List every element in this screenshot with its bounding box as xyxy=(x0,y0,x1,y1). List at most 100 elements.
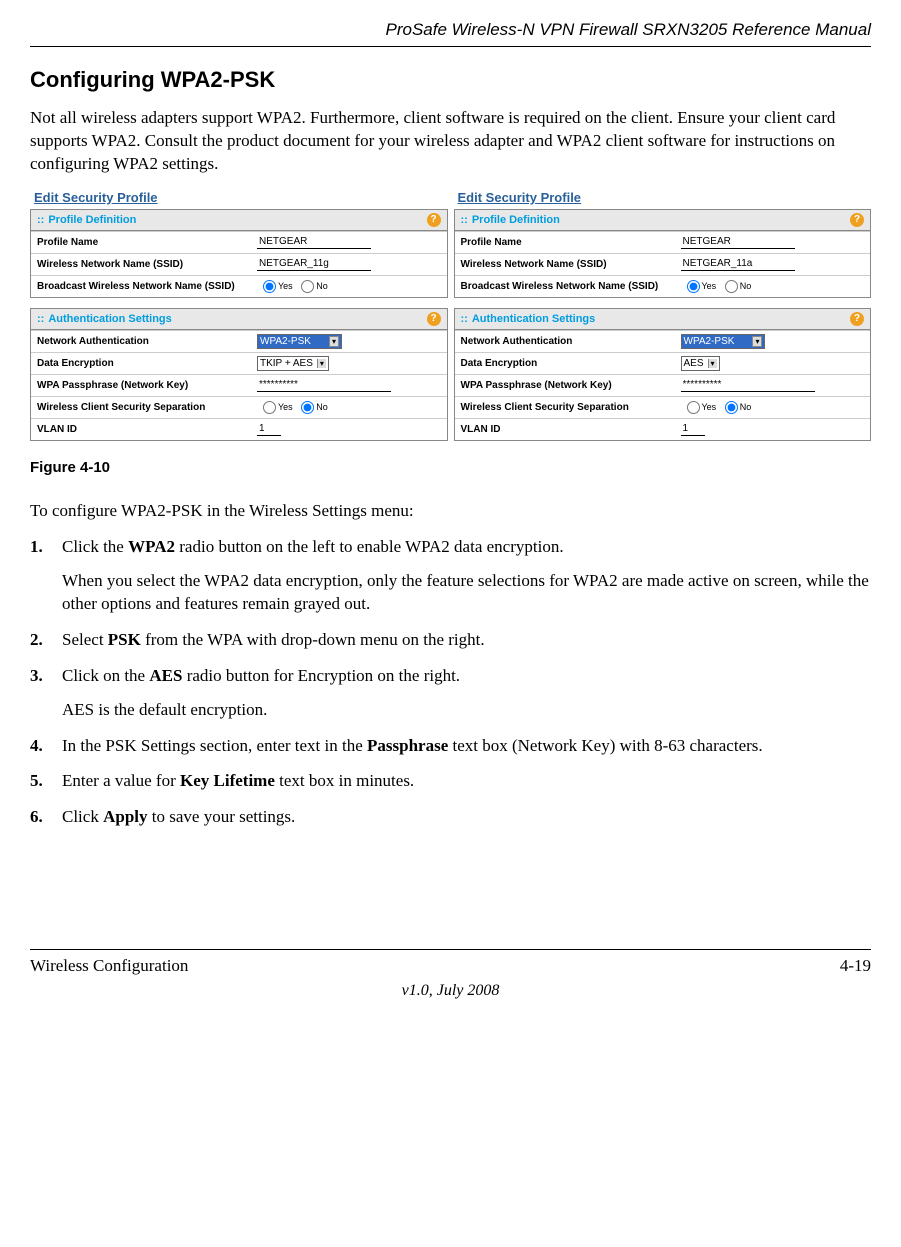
chevron-down-icon: ▾ xyxy=(752,336,762,347)
steps-list: Click the WPA2 radio button on the left … xyxy=(30,535,871,829)
step-text: Click xyxy=(62,807,103,826)
step-bold: PSK xyxy=(108,630,141,649)
client-separation-label: Wireless Client Security Separation xyxy=(31,397,253,418)
panel-title-right: Edit Security Profile xyxy=(454,188,872,209)
yes-label: Yes xyxy=(278,281,293,291)
client-separation-label: Wireless Client Security Separation xyxy=(455,397,677,418)
broadcast-ssid-label: Broadcast Wireless Network Name (SSID) xyxy=(455,276,677,297)
step-bold: WPA2 xyxy=(128,537,175,556)
step-text: to save your settings. xyxy=(148,807,296,826)
step-text: radio button for Encryption on the right… xyxy=(182,666,460,685)
step-bold: AES xyxy=(149,666,182,685)
broadcast-yes-radio[interactable] xyxy=(687,280,700,293)
help-icon[interactable]: ? xyxy=(850,213,864,227)
doc-title: ProSafe Wireless-N VPN Firewall SRXN3205… xyxy=(30,20,871,40)
ssid-label: Wireless Network Name (SSID) xyxy=(31,254,253,275)
page-footer: Wireless Configuration 4-19 v1.0, July 2… xyxy=(30,949,871,1000)
figure-caption: Figure 4-10 xyxy=(30,459,871,476)
network-auth-label: Network Authentication xyxy=(31,331,253,352)
step-text: In the PSK Settings section, enter text … xyxy=(62,736,367,755)
step-1: Click the WPA2 radio button on the left … xyxy=(30,535,871,616)
separation-yes-radio[interactable] xyxy=(263,401,276,414)
panel-title-left: Edit Security Profile xyxy=(30,188,448,209)
vlan-id-input[interactable] xyxy=(681,422,705,436)
profile-name-label: Profile Name xyxy=(31,232,253,253)
passphrase-label: WPA Passphrase (Network Key) xyxy=(31,375,253,396)
auth-settings-header-left: ::Authentication Settings ? xyxy=(31,309,447,330)
passphrase-input[interactable] xyxy=(681,378,815,392)
separation-no-radio[interactable] xyxy=(301,401,314,414)
step-text: Click on the xyxy=(62,666,149,685)
data-encryption-select[interactable]: AES ▾ xyxy=(681,356,720,371)
vlan-id-input[interactable] xyxy=(257,422,281,436)
profile-definition-label: Profile Definition xyxy=(48,214,136,226)
ssid-input[interactable] xyxy=(681,257,795,271)
data-encryption-value: TKIP + AES xyxy=(260,358,313,369)
profile-definition-header-left: ::Profile Definition ? xyxy=(31,210,447,231)
edit-security-profile-right: Edit Security Profile ::Profile Definiti… xyxy=(454,188,872,451)
step-1-sub: When you select the WPA2 data encryption… xyxy=(62,569,871,617)
passphrase-input[interactable] xyxy=(257,378,391,392)
data-encryption-value: AES xyxy=(684,358,704,369)
broadcast-ssid-label: Broadcast Wireless Network Name (SSID) xyxy=(31,276,253,297)
yes-label: Yes xyxy=(278,402,293,412)
dots-icon: :: xyxy=(37,214,44,226)
footer-version: v1.0, July 2008 xyxy=(30,982,871,1000)
step-4: In the PSK Settings section, enter text … xyxy=(30,734,871,758)
separation-no-radio[interactable] xyxy=(725,401,738,414)
data-encryption-label: Data Encryption xyxy=(31,353,253,374)
header-rule xyxy=(30,46,871,47)
passphrase-label: WPA Passphrase (Network Key) xyxy=(455,375,677,396)
help-icon[interactable]: ? xyxy=(850,312,864,326)
profile-name-label: Profile Name xyxy=(455,232,677,253)
auth-settings-label: Authentication Settings xyxy=(48,313,171,325)
ssid-label: Wireless Network Name (SSID) xyxy=(455,254,677,275)
dots-icon: :: xyxy=(37,313,44,325)
step-text: radio button on the left to enable WPA2 … xyxy=(175,537,564,556)
dots-icon: :: xyxy=(461,313,468,325)
no-label: No xyxy=(316,402,328,412)
profile-name-input[interactable] xyxy=(257,235,371,249)
separation-yes-radio[interactable] xyxy=(687,401,700,414)
intro-paragraph: Not all wireless adapters support WPA2. … xyxy=(30,107,871,176)
step-bold: Key Lifetime xyxy=(180,771,275,790)
profile-definition-box-right: ::Profile Definition ? Profile Name Wire… xyxy=(454,209,872,298)
data-encryption-select[interactable]: TKIP + AES ▾ xyxy=(257,356,329,371)
dots-icon: :: xyxy=(461,214,468,226)
ssid-input[interactable] xyxy=(257,257,371,271)
no-label: No xyxy=(316,281,328,291)
profile-definition-header-right: ::Profile Definition ? xyxy=(455,210,871,231)
network-auth-label: Network Authentication xyxy=(455,331,677,352)
step-3: Click on the AES radio button for Encryp… xyxy=(30,664,871,722)
figure-4-10: Edit Security Profile ::Profile Definiti… xyxy=(30,188,871,451)
step-bold: Passphrase xyxy=(367,736,448,755)
broadcast-yes-radio[interactable] xyxy=(263,280,276,293)
chevron-down-icon: ▾ xyxy=(317,359,326,368)
profile-name-input[interactable] xyxy=(681,235,795,249)
instructions-lead: To configure WPA2-PSK in the Wireless Se… xyxy=(30,500,871,523)
chevron-down-icon: ▾ xyxy=(708,359,717,368)
help-icon[interactable]: ? xyxy=(427,312,441,326)
edit-security-profile-left: Edit Security Profile ::Profile Definiti… xyxy=(30,188,448,451)
network-auth-select[interactable]: WPA2-PSK ▾ xyxy=(681,334,766,349)
network-auth-select[interactable]: WPA2-PSK▾ xyxy=(257,334,342,349)
auth-settings-header-right: ::Authentication Settings ? xyxy=(455,309,871,330)
yes-label: Yes xyxy=(702,281,717,291)
auth-settings-box-right: ::Authentication Settings ? Network Auth… xyxy=(454,308,872,441)
data-encryption-label: Data Encryption xyxy=(455,353,677,374)
step-text: text box (Network Key) with 8-63 charact… xyxy=(448,736,762,755)
broadcast-no-radio[interactable] xyxy=(301,280,314,293)
footer-page-number: 4-19 xyxy=(840,956,871,976)
section-heading: Configuring WPA2-PSK xyxy=(30,67,871,93)
help-icon[interactable]: ? xyxy=(427,213,441,227)
step-text: Click the xyxy=(62,537,128,556)
footer-rule xyxy=(30,949,871,950)
step-text: from the WPA with drop-down menu on the … xyxy=(141,630,485,649)
step-text: Select xyxy=(62,630,108,649)
broadcast-no-radio[interactable] xyxy=(725,280,738,293)
vlan-id-label: VLAN ID xyxy=(31,419,253,440)
network-auth-value: WPA2-PSK xyxy=(684,336,735,347)
auth-settings-label: Authentication Settings xyxy=(472,313,595,325)
step-bold: Apply xyxy=(103,807,147,826)
step-2: Select PSK from the WPA with drop-down m… xyxy=(30,628,871,652)
